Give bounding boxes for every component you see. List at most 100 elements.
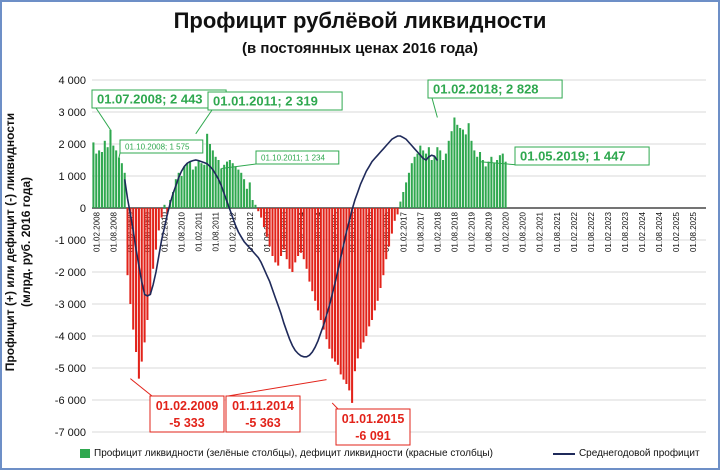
deficit-bar bbox=[271, 208, 274, 256]
deficit-bar bbox=[282, 208, 285, 250]
x-tick-label: 01.08.2020 bbox=[519, 211, 528, 252]
deficit-bar bbox=[331, 208, 334, 359]
deficit-bar bbox=[157, 208, 160, 231]
deficit-bar bbox=[126, 208, 129, 276]
surplus-bar bbox=[117, 157, 121, 208]
surplus-bar bbox=[416, 153, 419, 208]
legend: Профицит ликвидности (зелёные столбцы), … bbox=[80, 448, 700, 459]
surplus-bar bbox=[171, 192, 175, 208]
annotation-label: 01.05.2019; 1 447 bbox=[520, 149, 626, 164]
surplus-bar bbox=[180, 176, 183, 208]
surplus-bar bbox=[405, 182, 408, 208]
annotation-leader bbox=[195, 109, 213, 135]
annotation-leader bbox=[221, 163, 257, 170]
x-tick-label: 01.02.2018 bbox=[433, 211, 442, 252]
x-tick-label: 01.02.2024 bbox=[638, 211, 647, 252]
legend-bar-label: Профицит ликвидности (зелёные столбцы), … bbox=[94, 448, 493, 459]
x-tick-label: 01.08.2010 bbox=[178, 211, 187, 252]
deficit-bar bbox=[359, 208, 362, 349]
surplus-bar bbox=[234, 166, 237, 208]
x-tick-label: 01.08.2008 bbox=[109, 211, 118, 252]
surplus-bar bbox=[200, 163, 203, 208]
x-tick-label: 01.08.2019 bbox=[485, 211, 494, 252]
deficit-bar bbox=[146, 208, 149, 320]
surplus-bar bbox=[197, 160, 200, 208]
deficit-bar bbox=[390, 208, 393, 234]
deficit-bar bbox=[396, 208, 399, 215]
surplus-bar bbox=[501, 153, 504, 208]
x-tick-label: 01.02.2008 bbox=[92, 211, 101, 252]
annotation-value: -5 363 bbox=[245, 416, 280, 430]
annotation-label: 01.10.2008; 1 575 bbox=[125, 143, 190, 152]
surplus-bar bbox=[123, 172, 126, 208]
surplus-bar bbox=[225, 161, 229, 208]
surplus-bar bbox=[442, 160, 445, 208]
surplus-bar bbox=[413, 156, 416, 208]
deficit-bar bbox=[336, 208, 339, 365]
annotation-value: -5 333 bbox=[169, 416, 204, 430]
surplus-bar bbox=[177, 172, 180, 208]
surplus-bar bbox=[174, 179, 177, 208]
y-tick-label: 2 000 bbox=[58, 139, 86, 151]
deficit-bar bbox=[345, 208, 348, 384]
surplus-bar bbox=[461, 129, 464, 208]
surplus-bar bbox=[109, 129, 112, 208]
deficit-bar bbox=[356, 208, 359, 359]
y-tick-label: 1 000 bbox=[58, 171, 86, 183]
surplus-bar bbox=[444, 153, 447, 208]
surplus-bar bbox=[456, 124, 459, 208]
annotation-leader bbox=[479, 161, 520, 166]
annotation-label: 01.10.2011; 1 234 bbox=[261, 154, 325, 163]
deficit-bar bbox=[294, 208, 297, 263]
x-tick-label: 01.08.2022 bbox=[587, 211, 596, 252]
deficit-bar bbox=[152, 208, 155, 269]
deficit-bar bbox=[385, 208, 388, 260]
x-tick-label: 01.08.2024 bbox=[655, 211, 664, 252]
surplus-bar bbox=[254, 204, 257, 208]
surplus-bar bbox=[422, 150, 425, 208]
deficit-bar bbox=[342, 208, 345, 380]
annotation-date: 01.01.2015 bbox=[342, 412, 405, 426]
deficit-bar bbox=[328, 208, 331, 349]
surplus-bar bbox=[214, 156, 217, 208]
surplus-bar bbox=[427, 147, 430, 208]
annotation-box bbox=[119, 139, 204, 154]
chart-subtitle: (в постоянных ценах 2016 года) bbox=[242, 40, 478, 57]
surplus-bar bbox=[191, 169, 194, 208]
x-tick-label: 01.02.2017 bbox=[399, 211, 408, 252]
surplus-bar bbox=[223, 164, 226, 208]
surplus-bar bbox=[189, 161, 192, 208]
deficit-bar bbox=[291, 208, 294, 272]
deficit-bar bbox=[154, 208, 157, 250]
surplus-bar bbox=[92, 142, 95, 208]
annotation-leader bbox=[118, 152, 121, 158]
surplus-bar bbox=[245, 188, 248, 208]
deficit-bar bbox=[325, 208, 328, 340]
x-tick-label: 01.08.2021 bbox=[553, 211, 562, 252]
deficit-bar bbox=[351, 208, 354, 403]
deficit-bar bbox=[368, 208, 371, 327]
y-tick-label: -6 000 bbox=[55, 395, 86, 407]
x-tick-label: 01.02.2020 bbox=[502, 211, 511, 252]
deficit-bar bbox=[388, 208, 391, 247]
surplus-bar bbox=[433, 156, 436, 208]
annotation-label: 01.02.2018; 2 828 bbox=[433, 82, 539, 97]
surplus-bar bbox=[240, 172, 243, 208]
surplus-bar bbox=[98, 150, 101, 208]
surplus-bar bbox=[473, 150, 476, 208]
x-tick-label: 01.08.2023 bbox=[621, 211, 630, 252]
deficit-bar bbox=[348, 208, 351, 391]
deficit-bar bbox=[285, 208, 288, 260]
annotation-leader bbox=[331, 402, 339, 410]
surplus-bar bbox=[424, 153, 428, 208]
x-tick-label: 01.02.2023 bbox=[604, 211, 613, 252]
deficit-bar bbox=[370, 208, 374, 320]
surplus-bar bbox=[484, 166, 487, 208]
y-tick-label: 4 000 bbox=[58, 75, 86, 87]
deficit-bar bbox=[299, 208, 302, 253]
surplus-bar bbox=[206, 133, 209, 208]
surplus-bar bbox=[430, 160, 433, 208]
annotation-date: 01.11.2014 bbox=[232, 399, 294, 413]
y-tick-label: 3 000 bbox=[58, 107, 86, 119]
